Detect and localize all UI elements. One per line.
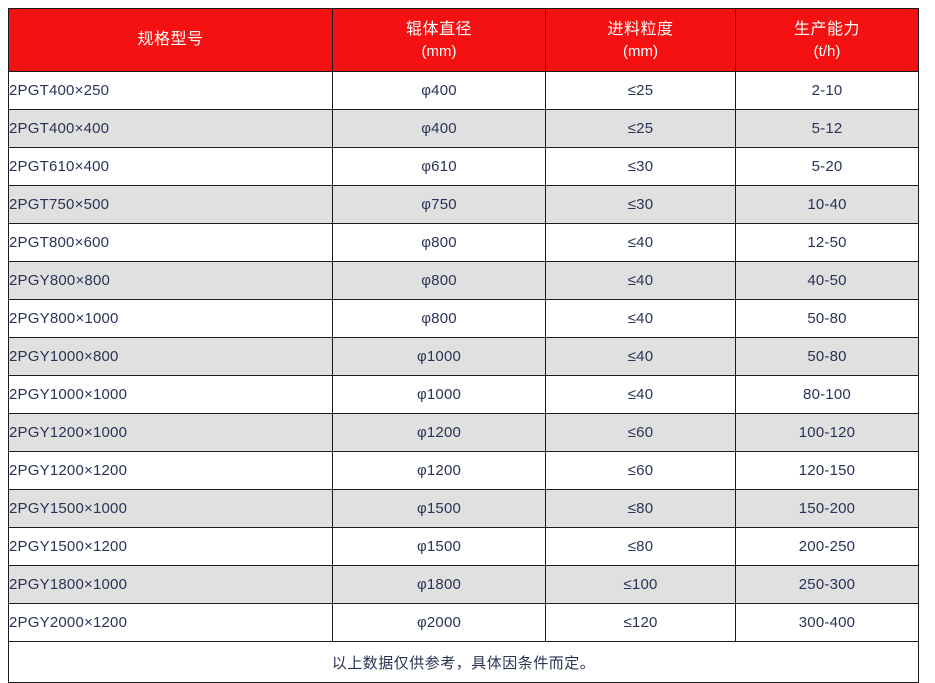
table-row: 2PGY800×800 φ800 ≤40 40-50 [8,261,919,300]
table-body: 2PGT400×250 φ400 ≤25 2-10 2PGT400×400 φ4… [8,71,919,642]
column-header-feed-size-unit: (mm) [623,42,658,60]
cell-model: 2PGY800×1000 [8,299,333,338]
cell-roller-diameter: φ610 [332,147,546,186]
table-row: 2PGY1500×1000 φ1500 ≤80 150-200 [8,489,919,528]
cell-roller-diameter: φ1500 [332,489,546,528]
cell-capacity: 50-80 [735,337,919,376]
cell-roller-diameter: φ400 [332,109,546,148]
cell-capacity: 12-50 [735,223,919,262]
column-header-capacity-unit: (t/h) [813,42,841,60]
cell-feed-size: ≤40 [545,299,736,338]
cell-roller-diameter: φ400 [332,71,546,110]
column-header-roller-diameter: 辊体直径 (mm) [332,8,546,72]
cell-feed-size: ≤40 [545,223,736,262]
cell-feed-size: ≤100 [545,565,736,604]
cell-model: 2PGY1500×1000 [8,489,333,528]
table-row: 2PGY1000×800 φ1000 ≤40 50-80 [8,337,919,376]
cell-feed-size: ≤25 [545,71,736,110]
cell-feed-size: ≤120 [545,603,736,642]
cell-roller-diameter: φ1000 [332,375,546,414]
cell-model: 2PGY1200×1200 [8,451,333,490]
cell-roller-diameter: φ800 [332,261,546,300]
footer-row: 以上数据仅供参考，具体因条件而定。 [8,641,919,683]
cell-model: 2PGY1500×1200 [8,527,333,566]
table-row: 2PGY1500×1200 φ1500 ≤80 200-250 [8,527,919,566]
header-row: 规格型号 辊体直径 (mm) 进料粒度 (mm) 生产能力 (t/h) [8,8,919,72]
column-header-roller-diameter-label: 辊体直径 [405,20,472,38]
cell-capacity: 5-12 [735,109,919,148]
cell-model: 2PGT400×250 [8,71,333,110]
cell-model: 2PGY1200×1000 [8,413,333,452]
cell-capacity: 120-150 [735,451,919,490]
column-header-capacity: 生产能力 (t/h) [735,8,919,72]
table-row: 2PGY1000×1000 φ1000 ≤40 80-100 [8,375,919,414]
cell-roller-diameter: φ1800 [332,565,546,604]
cell-feed-size: ≤40 [545,261,736,300]
cell-roller-diameter: φ1200 [332,413,546,452]
specification-table: 规格型号 辊体直径 (mm) 进料粒度 (mm) 生产能力 (t/h) 2PGT… [8,8,919,683]
column-header-capacity-label: 生产能力 [793,20,860,38]
cell-model: 2PGY1800×1000 [8,565,333,604]
table-row: 2PGT400×400 φ400 ≤25 5-12 [8,109,919,148]
table-row: 2PGY1200×1200 φ1200 ≤60 120-150 [8,451,919,490]
cell-feed-size: ≤30 [545,185,736,224]
cell-roller-diameter: φ750 [332,185,546,224]
table-row: 2PGT800×600 φ800 ≤40 12-50 [8,223,919,262]
cell-feed-size: ≤25 [545,109,736,148]
cell-capacity: 50-80 [735,299,919,338]
cell-roller-diameter: φ1500 [332,527,546,566]
cell-capacity: 250-300 [735,565,919,604]
table-row: 2PGT610×400 φ610 ≤30 5-20 [8,147,919,186]
cell-capacity: 40-50 [735,261,919,300]
cell-model: 2PGY800×800 [8,261,333,300]
table-row: 2PGY800×1000 φ800 ≤40 50-80 [8,299,919,338]
column-header-feed-size: 进料粒度 (mm) [545,8,736,72]
cell-model: 2PGT800×600 [8,223,333,262]
table-row: 2PGY2000×1200 φ2000 ≤120 300-400 [8,603,919,642]
table-header: 规格型号 辊体直径 (mm) 进料粒度 (mm) 生产能力 (t/h) [8,8,919,72]
cell-capacity: 5-20 [735,147,919,186]
column-header-model-label: 规格型号 [137,31,204,48]
cell-roller-diameter: φ1000 [332,337,546,376]
table-row: 2PGT400×250 φ400 ≤25 2-10 [8,71,919,110]
column-header-roller-diameter-unit: (mm) [421,42,457,60]
cell-feed-size: ≤80 [545,527,736,566]
cell-model: 2PGY1000×1000 [8,375,333,414]
cell-capacity: 100-120 [735,413,919,452]
cell-roller-diameter: φ800 [332,299,546,338]
table-footer: 以上数据仅供参考，具体因条件而定。 [8,641,919,683]
table-row: 2PGY1800×1000 φ1800 ≤100 250-300 [8,565,919,604]
cell-capacity: 200-250 [735,527,919,566]
cell-feed-size: ≤60 [545,451,736,490]
cell-feed-size: ≤30 [545,147,736,186]
table-row: 2PGY1200×1000 φ1200 ≤60 100-120 [8,413,919,452]
cell-capacity: 80-100 [735,375,919,414]
cell-model: 2PGT610×400 [8,147,333,186]
cell-capacity: 150-200 [735,489,919,528]
cell-capacity: 10-40 [735,185,919,224]
cell-feed-size: ≤40 [545,375,736,414]
cell-feed-size: ≤80 [545,489,736,528]
cell-model: 2PGY2000×1200 [8,603,333,642]
footer-note: 以上数据仅供参考，具体因条件而定。 [8,641,919,683]
table-row: 2PGT750×500 φ750 ≤30 10-40 [8,185,919,224]
column-header-model: 规格型号 [8,8,333,72]
cell-model: 2PGT400×400 [8,109,333,148]
column-header-feed-size-label: 进料粒度 [607,20,674,38]
cell-feed-size: ≤40 [545,337,736,376]
cell-capacity: 2-10 [735,71,919,110]
cell-feed-size: ≤60 [545,413,736,452]
cell-roller-diameter: φ1200 [332,451,546,490]
cell-capacity: 300-400 [735,603,919,642]
cell-model: 2PGY1000×800 [8,337,333,376]
spec-table-sheet: 规格型号 辊体直径 (mm) 进料粒度 (mm) 生产能力 (t/h) 2PGT… [8,8,919,683]
cell-roller-diameter: φ800 [332,223,546,262]
cell-roller-diameter: φ2000 [332,603,546,642]
cell-model: 2PGT750×500 [8,185,333,224]
